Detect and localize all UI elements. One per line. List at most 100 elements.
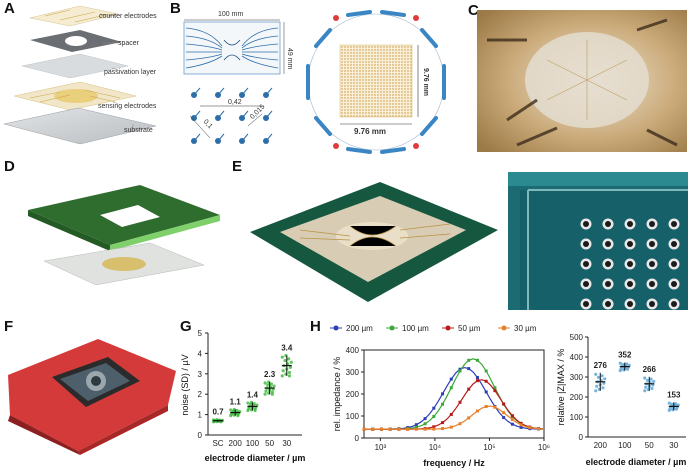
grid-electrode-dot [392,106,394,108]
grid-electrode-dot [362,67,364,69]
hr-data-point [596,375,601,379]
grid-electrode-dot [377,61,379,63]
grid-electrode-dot [386,94,388,96]
grid-electrode-dot [404,55,406,57]
grid-electrode-dot [386,76,388,78]
grid-electrode-dot [398,73,400,75]
grid-height-label: 9.76 mm [422,68,429,96]
h-legend-label: 200 µm [346,324,373,333]
grid-electrode-dot [344,76,346,78]
grid-electrode-dot [383,73,385,75]
grid-electrode-dot [344,103,346,105]
grid-electrode-dot [374,115,376,117]
grid-electrode-dot [401,76,403,78]
grid-electrode-dot [365,109,367,111]
grid-electrode-dot [410,73,412,75]
closeup-electrode-center [671,281,677,287]
grid-electrode-dot [410,106,412,108]
grid-electrode-dot [380,94,382,96]
grid-electrode-dot [407,73,409,75]
grid-electrode-dot [383,55,385,57]
grid-electrode-dot [371,79,373,81]
grid-electrode-dot [344,109,346,111]
closeup-electrode-center [605,241,611,247]
h-x-tick-label: 10⁴ [429,443,442,452]
grid-electrode-dot [368,94,370,96]
grid-electrode-dot [395,79,397,81]
h-series-marker [475,358,479,362]
grid-electrode-dot [371,85,373,87]
grid-electrode-dot [380,85,382,87]
grid-electrode-dot [374,70,376,72]
grid-electrode-dot [371,88,373,90]
grid-electrode-dot [347,97,349,99]
panel-label-d: D [4,158,15,175]
grid-electrode-dot [374,103,376,105]
grid-electrode-dot [380,55,382,57]
grid-electrode-dot [377,88,379,90]
grid-electrode-dot [377,106,379,108]
hr-y-tick-label: 100 [570,413,584,422]
grid-electrode-dot [344,97,346,99]
closeup-electrode-center [583,221,589,227]
grid-electrode-dot [353,112,355,114]
grid-electrode-dot [365,52,367,54]
grid-electrode-dot [353,73,355,75]
grid-electrode-dot [353,109,355,111]
h-series-marker [449,412,453,416]
grid-electrode-dot [365,55,367,57]
grid-electrode-dot [395,100,397,102]
g-mean-label: 0.7 [212,408,224,417]
hr-mean-label: 153 [667,390,681,399]
grid-electrode-dot [377,82,379,84]
grid-electrode-dot [356,58,358,60]
hr-data-point [600,374,604,378]
h-y-tick-label: 200 [346,390,360,399]
grid-electrode-dot [350,115,352,117]
hr-data-point [602,381,606,385]
grid-electrode-dot [380,91,382,93]
grid-electrode-dot [341,70,343,72]
grid-electrode-dot [359,79,361,81]
grid-electrode-dot [410,88,412,90]
grid-electrode-dot [386,46,388,48]
grid-electrode-dot [353,58,355,60]
grid-electrode-dot [395,85,397,87]
grid-electrode-dot [359,49,361,51]
grid-electrode-dot [353,61,355,63]
grid-electrode-dot [389,49,391,51]
grid-electrode-dot [371,49,373,51]
panel-label-h: H [310,318,321,335]
grid-electrode-dot [374,106,376,108]
grid-electrode-dot [401,91,403,93]
grid-electrode-dot [377,100,379,102]
grid-electrode-dot [365,88,367,90]
hr-data-point [643,376,647,380]
grid-electrode-dot [344,64,346,66]
grid-electrode-dot [383,85,385,87]
grid-electrode-dot [365,70,367,72]
grid-electrode-dot [362,64,364,66]
grid-electrode-dot [341,106,343,108]
grid-electrode-dot [374,79,376,81]
grid-electrode-dot [341,73,343,75]
grid-electrode-dot [380,112,382,114]
grid-electrode-dot [380,61,382,63]
grid-electrode-dot [356,85,358,87]
grid-electrode-dot [392,73,394,75]
grid-electrode-dot [383,91,385,93]
grid-electrode-dot [347,79,349,81]
grid-electrode-dot [353,91,355,93]
grid-electrode-dot [362,79,364,81]
grid-electrode-dot [407,70,409,72]
grid-electrode-dot [392,61,394,63]
grid-electrode-dot [365,73,367,75]
grid-electrode-dot [341,112,343,114]
grid-electrode-dot [380,76,382,78]
grid-electrode-dot [386,73,388,75]
grid-electrode-dot [401,52,403,54]
g-y-tick-label: 5 [198,329,203,338]
grid-electrode-dot [410,58,412,60]
grid-electrode-dot [401,88,403,90]
grid-electrode-dot [374,61,376,63]
